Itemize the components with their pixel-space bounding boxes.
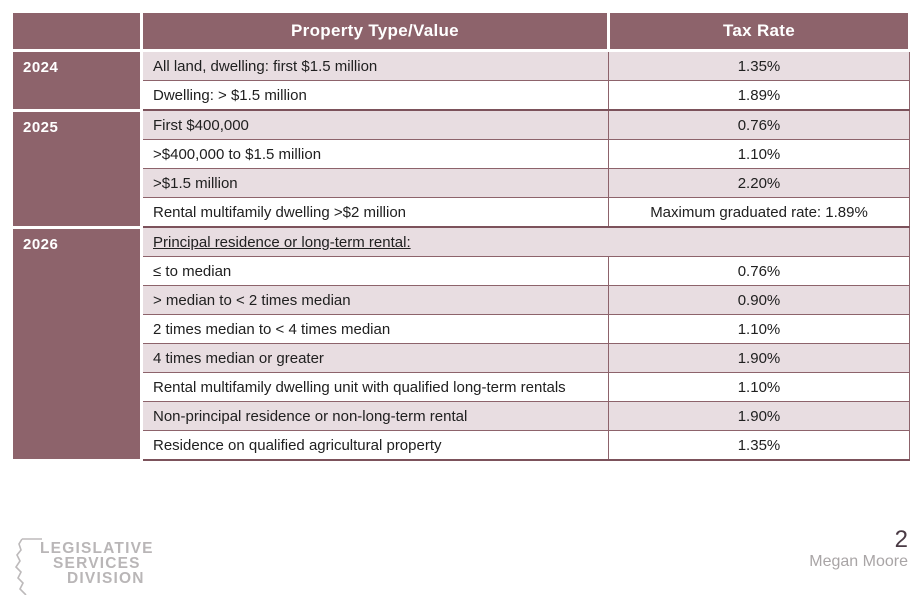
table-row: 2026 Principal residence or long-term ren… [10,225,910,462]
property-cell: >$400,000 to $1.5 million [141,139,609,169]
tax-rate-table: Property Type/Value Tax Rate 2024 All lan… [10,10,911,462]
year-cell: 2024 [10,49,143,112]
rate-cell: 0.76% [608,109,910,140]
property-cell: Principal residence or long-term rental: [141,226,910,257]
property-cell: All land, dwelling: first $1.5 million [141,50,609,81]
property-cell: Rental multifamily dwelling unit with qu… [141,372,609,402]
table-row: 4 times median or greater 1.90% [12,343,910,373]
year-cell: 2025 [10,108,143,229]
property-cell: Dwelling: > $1.5 million [141,80,609,111]
property-cell: > median to < 2 times median [141,285,609,315]
rate-cell: 1.10% [608,372,910,402]
rate-cell: 1.35% [608,430,910,461]
logo-line-3: DIVISION [67,570,145,587]
page-number: 2 [894,526,908,553]
table-row: Non-principal residence or non-long-term… [12,401,910,431]
rate-cell: 1.90% [608,343,910,373]
table-row: 2024 All land, dwelling: first $1.5 milli… [10,49,910,112]
rate-column-header: Tax Rate [607,10,911,52]
author-name: Megan Moore [809,553,908,570]
property-cell: 4 times median or greater [141,343,609,373]
table-header-row: Property Type/Value Tax Rate [10,10,911,52]
table-row: ≤ to median 0.76% [12,256,910,286]
table-row: > median to < 2 times median 0.90% [12,285,910,315]
property-cell: >$1.5 million [141,168,609,198]
property-cell: Residence on qualified agricultural prop… [141,430,609,461]
rate-cell: 1.10% [608,314,910,344]
logo-line-2: SERVICES [53,555,141,572]
rate-cell: 1.35% [608,50,910,81]
rate-cell: 0.76% [608,256,910,286]
table-row: Dwelling: > $1.5 million 1.89% [12,80,910,111]
rate-cell: 1.90% [608,401,910,431]
property-cell: Non-principal residence or non-long-term… [141,401,609,431]
rate-cell: 0.90% [608,285,910,315]
rate-cell: 2.20% [608,168,910,198]
table-row: Rental multifamily dwelling unit with qu… [12,372,910,402]
legislative-services-division-logo: LEGISLATIVE SERVICES DIVISION [40,540,154,587]
table-row: Residence on qualified agricultural prop… [12,430,910,461]
property-cell: First $400,000 [141,109,609,140]
property-cell: 2 times median to < 4 times median [141,314,609,344]
rate-cell: 1.10% [608,139,910,169]
table-row: >$1.5 million 2.20% [12,168,910,198]
table-row: Rental multifamily dwelling >$2 million M… [12,197,910,228]
property-cell: Rental multifamily dwelling >$2 million [141,197,609,228]
property-column-header: Property Type/Value [140,10,610,52]
table-row: >$400,000 to $1.5 million 1.10% [12,139,910,169]
montana-outline-icon [14,538,42,595]
rate-cell: Maximum graduated rate: 1.89% [608,197,910,228]
table-row: 2025 First $400,000 0.76% [10,108,910,229]
year-cell: 2026 [10,225,143,462]
logo-line-1: LEGISLATIVE [40,540,154,557]
rate-cell: 1.89% [608,80,910,111]
property-cell: ≤ to median [141,256,609,286]
table-row: 2 times median to < 4 times median 1.10% [12,314,910,344]
year-column-header [10,10,143,52]
